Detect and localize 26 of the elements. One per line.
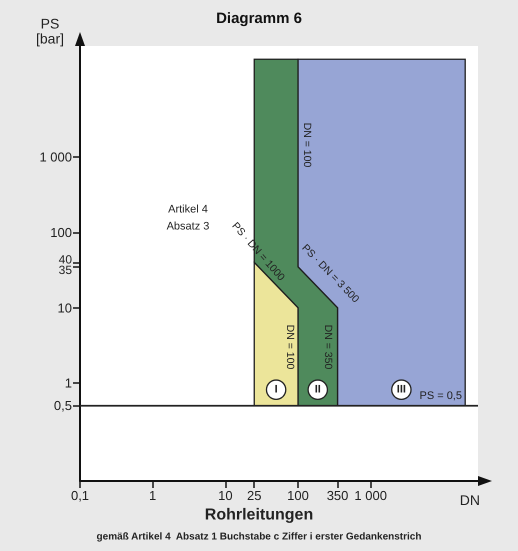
series-label: II xyxy=(314,384,321,396)
x-tick-label: 100 xyxy=(287,488,309,503)
annotation: DN = 100 xyxy=(284,324,296,370)
annotation: DN = 350 xyxy=(322,324,334,370)
text: Rohrleitungen xyxy=(204,506,314,524)
annotation: DN = 100 xyxy=(301,122,313,168)
x-tick-label: 0,1 xyxy=(70,488,90,503)
series-label: III xyxy=(396,384,406,396)
y-tick-label: 0,5 xyxy=(54,398,72,414)
y-tick-label: 100 xyxy=(50,224,72,240)
x-axis-title: DN xyxy=(460,492,480,508)
series-label: I xyxy=(274,384,278,396)
text: gemäß Artikel 4 Absatz 1 Buchstabe c Ziffer i erster Gedankenstrich xyxy=(96,532,422,542)
x-tick-label: 1 xyxy=(149,488,156,503)
x-tick-label: 1 000 xyxy=(354,488,387,503)
ref-line-label: PS = 0,5 xyxy=(419,390,462,402)
y-tick-label: 1 xyxy=(64,376,72,391)
annotation: PS · DN = 3 500 xyxy=(299,242,361,306)
y-tick-label: 10 xyxy=(58,300,72,316)
y-axis-title: PS [bar] xyxy=(36,16,64,46)
x-tick-label: 350 xyxy=(326,488,348,503)
annotation: Artikel 4 Absatz 3 xyxy=(166,204,210,232)
x-tick-label: 25 xyxy=(247,488,262,503)
x-tick-label: 10 xyxy=(218,488,233,503)
chart-title: Diagramm 6 xyxy=(216,10,302,27)
y-tick-label: 1 000 xyxy=(39,150,72,165)
